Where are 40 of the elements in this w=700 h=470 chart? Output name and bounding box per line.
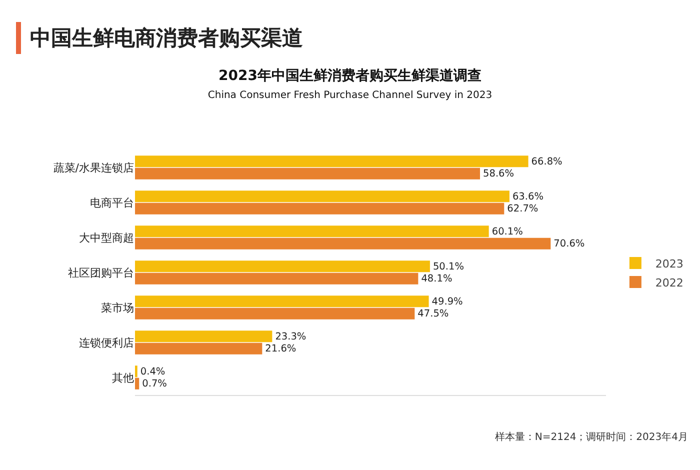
data-label: 21.6% [265,344,296,355]
data-label: 47.5% [418,308,449,320]
data-label: 0.7% [142,378,167,390]
y-tick-label: 电商平台 [90,196,134,210]
text: 样本量：N=2124；调研时间：2023年4月 [494,430,688,444]
legend-label: 2023 [655,257,684,270]
bar [135,226,489,238]
y-tick-label: 菜市场 [101,301,134,314]
data-label: 66.8% [531,156,562,168]
bar [135,202,504,214]
bar [135,378,140,390]
data-label: 23.3% [275,331,306,342]
data-label: 0.4% [140,366,166,378]
legend-label: 2022 [655,276,684,290]
bar [135,296,429,308]
data-label: 62.7% [507,204,538,215]
data-label: 63.6% [512,191,544,202]
data-label: 60.1% [492,226,523,238]
y-tick-label: 社区团购平台 [68,266,134,280]
bar [135,260,430,272]
bar [135,330,272,342]
bar [135,190,510,202]
data-label: 48.1% [421,274,452,285]
chart-subtitle: China Consumer Fresh Purchase Channel Survey in 2023 [208,90,492,102]
y-tick-label: 蔬菜/水果连锁店 [53,161,134,174]
data-label: 70.6% [554,238,585,250]
data-label: 50.1% [432,261,464,272]
data-label: 58.6% [483,168,514,180]
y-tick-label: 其他 [112,371,134,384]
y-tick-label: 连锁便利店 [79,336,134,350]
bar [135,272,418,284]
bar [135,308,415,320]
bar [135,342,262,354]
data-label: 49.9% [432,296,463,308]
bar [135,238,551,250]
bar [135,156,528,168]
y-tick-label: 大中型商超 [79,231,134,244]
bar [135,168,480,180]
chart-title: 2023年中国生鲜消费者购买生鲜渠道调查 [218,66,482,84]
text: 中国生鲜电商消费者购买渠道 [30,25,303,52]
